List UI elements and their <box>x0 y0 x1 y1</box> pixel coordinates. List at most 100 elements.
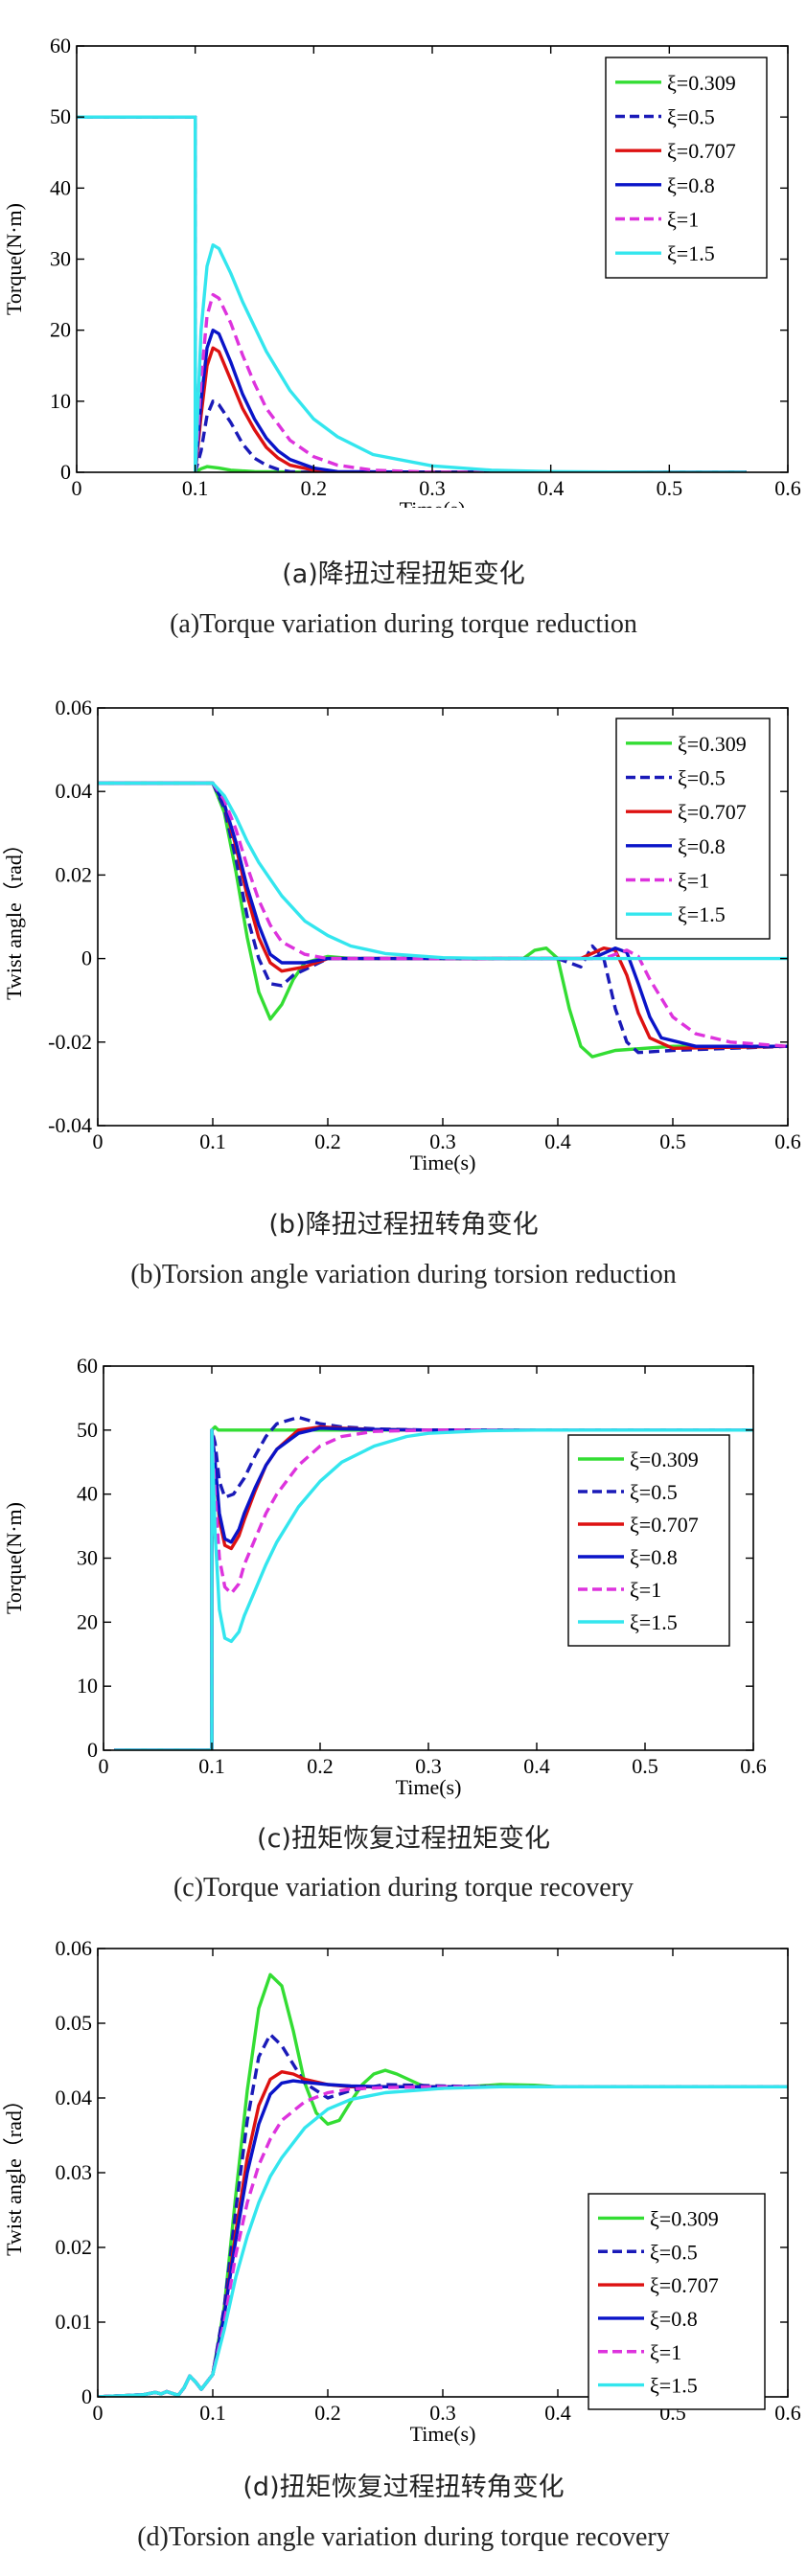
y-tick-label: 0 <box>87 1738 98 1762</box>
y-tick-label: 0.04 <box>56 779 93 803</box>
caption-d-en: (d)Torsion angle variation during torque… <box>137 2522 670 2552</box>
x-tick-label: 0 <box>93 2401 104 2425</box>
x-tick-label: 0.5 <box>659 1129 686 1153</box>
caption-a-cn: (a)降扭过程扭矩变化 <box>282 559 525 589</box>
y-tick-label: 20 <box>77 1609 98 1633</box>
y-tick-label: 0.05 <box>56 2011 93 2035</box>
series-line-5 <box>98 781 788 961</box>
legend-entry: ξ=0.707 <box>630 1513 699 1537</box>
legend-entry: ξ=0.309 <box>650 2206 719 2230</box>
caption-b-cn: (b)降扭过程扭转角变化 <box>268 1210 539 1240</box>
legend-entry: ξ=1 <box>678 869 709 893</box>
x-tick-label: 0.4 <box>544 2401 571 2425</box>
y-axis-label: Torque(N·m) <box>2 1502 26 1614</box>
y-tick-label: 0.02 <box>56 862 93 886</box>
x-tick-label: 0.3 <box>419 476 446 500</box>
series-line-1 <box>77 115 747 472</box>
x-tick-label: 0.3 <box>429 2401 456 2425</box>
legend-entry: ξ=0.5 <box>630 1480 678 1504</box>
legend-entry: ξ=1.5 <box>650 2374 698 2398</box>
legend-entry: ξ=1 <box>650 2340 681 2364</box>
series-line-4 <box>98 781 788 1048</box>
y-tick-label: 0.04 <box>56 2086 93 2109</box>
panel-a: 0 0.1 0.2 0.3 0.4 0.5 0.6 0 10 20 30 40 50 60 Time(s) T… <box>0 0 807 508</box>
series-line-3 <box>98 781 788 1048</box>
legend-entry: ξ=0.5 <box>678 766 726 790</box>
x-tick-label: 0 <box>72 476 82 500</box>
legend-entry: ξ=0.707 <box>650 2273 719 2297</box>
x-tick-label: 0.2 <box>314 1129 341 1153</box>
panel-d: 0 0.1 0.2 0.3 0.4 0.5 0.6 0 0.01 0.02 0.03 0.04 0.05… <box>0 1935 807 2452</box>
y-tick-label: 20 <box>50 318 71 342</box>
x-axis-label: Time(s) <box>396 1775 462 1799</box>
x-tick-label: 0.2 <box>307 1754 334 1778</box>
twist-angle-reduction-chart: 0 0.1 0.2 0.3 0.4 0.5 0.6 -0.04 -0.02 0 0.02 0.04 0.… <box>2 695 801 1174</box>
caption-d-cn: (d)扭矩恢复过程扭转角变化 <box>242 2473 565 2502</box>
y-tick-label: 0.01 <box>56 2310 93 2334</box>
x-axis-label: Time(s) <box>410 2422 476 2446</box>
legend-box <box>567 1434 730 1647</box>
x-tick-label: 0.5 <box>632 1754 658 1778</box>
y-tick-label: 40 <box>50 175 71 199</box>
y-tick-label: 60 <box>50 34 71 57</box>
legend-entry: ξ=0.707 <box>678 800 747 824</box>
legend-entry: ξ=0.8 <box>630 1545 678 1569</box>
x-tick-label: 0.2 <box>301 476 328 500</box>
caption-b-en: (b)Torsion angle variation during torsio… <box>130 1260 677 1289</box>
x-tick-label: 0.4 <box>538 476 565 500</box>
series-line-0 <box>77 115 747 472</box>
y-tick-label: 0.02 <box>56 2235 93 2259</box>
caption-c-cn: (c)扭矩恢复过程扭矩变化 <box>257 1824 550 1854</box>
caption-c-en: (c)Torque variation during torque recove… <box>173 1873 634 1903</box>
y-tick-label: 10 <box>50 389 71 413</box>
legend-entry: ξ=1.5 <box>678 902 726 926</box>
legend-entry: ξ=0.309 <box>678 732 747 756</box>
x-tick-label: 0.3 <box>415 1754 442 1778</box>
legend-entry: ξ=0.8 <box>650 2307 698 2331</box>
x-tick-label: 0.1 <box>199 2401 226 2425</box>
torque-recovery-chart: 0 0.1 0.2 0.3 0.4 0.5 0.6 0 10 20 30 40 50 60 Time(s) T… <box>2 1354 767 1799</box>
x-tick-label: 0.5 <box>657 476 683 500</box>
y-tick-label: 0 <box>81 946 92 970</box>
y-tick-label: 10 <box>77 1674 98 1698</box>
legend-entry: ξ=0.309 <box>630 1448 699 1471</box>
legend-entry: ξ=0.8 <box>678 834 726 858</box>
torque-reduction-chart: 0 0.1 0.2 0.3 0.4 0.5 0.6 0 10 20 30 40 50 60 Time(s) T… <box>2 34 801 508</box>
x-tick-label: 0.6 <box>774 2401 801 2425</box>
y-tick-label: 50 <box>77 1418 98 1442</box>
y-axis-label: Torque(N·m) <box>2 203 26 315</box>
y-tick-label: 50 <box>50 104 71 128</box>
y-tick-label: 40 <box>77 1482 98 1506</box>
legend-entry: ξ=1 <box>630 1578 661 1602</box>
series-line-5 <box>98 2085 788 2397</box>
legend-box <box>588 2193 766 2410</box>
x-tick-label: 0.6 <box>774 1129 801 1153</box>
y-tick-label: 30 <box>50 247 71 271</box>
x-tick-label: 0.3 <box>429 1129 456 1153</box>
x-tick-label: 0 <box>99 1754 109 1778</box>
x-tick-label: 0 <box>93 1129 104 1153</box>
series-line-4 <box>77 115 747 472</box>
legend-box <box>605 57 768 279</box>
legend-entry: ξ=1.5 <box>630 1610 678 1634</box>
series-line-5 <box>114 1428 753 1750</box>
y-tick-label: 30 <box>77 1546 98 1570</box>
x-axis-label: Time(s) <box>400 497 466 508</box>
y-tick-label: 0.03 <box>56 2160 93 2184</box>
x-tick-label: 0.4 <box>523 1754 550 1778</box>
y-axis-label: Twist angle（rad） <box>2 2089 26 2256</box>
caption-a-en: (a)Torque variation during torque reduct… <box>170 609 637 639</box>
x-axis-label: Time(s) <box>410 1151 476 1174</box>
y-tick-label: 0.06 <box>56 1936 93 1960</box>
series-line-5 <box>77 115 747 472</box>
y-axis-label: Twist angle（rad） <box>2 833 26 1000</box>
legend-entry: ξ=1 <box>667 208 699 232</box>
series-line-4 <box>114 1428 753 1750</box>
y-tick-label: -0.04 <box>48 1113 92 1137</box>
legend-entry: ξ=0.8 <box>667 173 715 197</box>
panel-b: 0 0.1 0.2 0.3 0.4 0.5 0.6 -0.04 -0.02 0 0.02 0.04 0.… <box>0 671 807 1188</box>
x-tick-label: 0.1 <box>198 1754 225 1778</box>
x-tick-label: 0.1 <box>199 1129 226 1153</box>
panel-c: 0 0.1 0.2 0.3 0.4 0.5 0.6 0 10 20 30 40 50 60 Time(s) T… <box>0 1332 807 1811</box>
legend-entry: ξ=0.309 <box>667 71 736 95</box>
